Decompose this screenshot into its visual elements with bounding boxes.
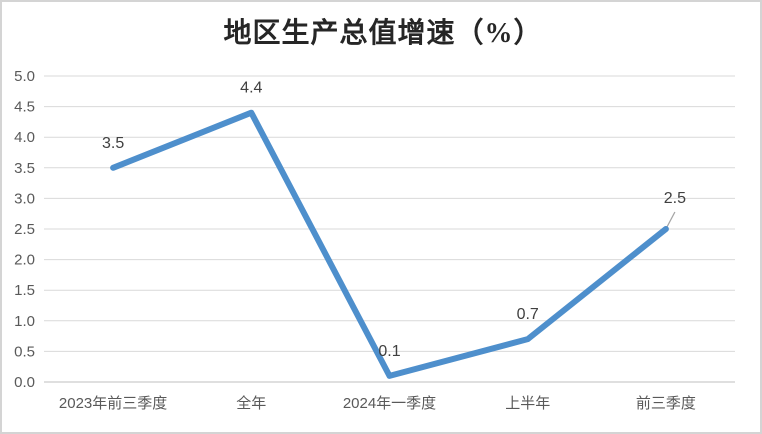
x-tick-label: 2024年一季度 bbox=[343, 395, 436, 412]
x-tick-label: 前三季度 bbox=[636, 395, 696, 412]
y-tick-label: 3.5 bbox=[14, 160, 35, 177]
data-label: 2.5 bbox=[664, 190, 686, 207]
chart-title: 地区生产总值增速（%） bbox=[223, 18, 543, 49]
y-tick-label: 4.5 bbox=[14, 99, 35, 116]
y-tick-label: 0.0 bbox=[14, 374, 35, 391]
x-tick-label: 上半年 bbox=[505, 395, 550, 412]
y-tick-label: 5.0 bbox=[14, 68, 35, 85]
data-line bbox=[110, 109, 669, 379]
y-tick-label: 0.5 bbox=[14, 343, 35, 360]
y-tick-label: 2.0 bbox=[14, 252, 35, 269]
label-leader-line bbox=[665, 211, 676, 230]
data-label: 4.4 bbox=[240, 80, 262, 97]
data-label: 0.1 bbox=[378, 343, 400, 360]
x-tick-label: 全年 bbox=[236, 394, 266, 412]
y-tick-label: 2.5 bbox=[14, 221, 35, 238]
y-tick-label: 3.0 bbox=[14, 190, 35, 207]
data-label: 3.5 bbox=[102, 135, 124, 152]
y-tick-label: 1.5 bbox=[14, 282, 35, 299]
x-tick-label: 2023年前三季度 bbox=[59, 395, 167, 412]
y-tick-label: 4.0 bbox=[14, 129, 35, 146]
y-tick-label: 1.0 bbox=[14, 313, 35, 330]
data-label: 0.7 bbox=[517, 306, 539, 323]
